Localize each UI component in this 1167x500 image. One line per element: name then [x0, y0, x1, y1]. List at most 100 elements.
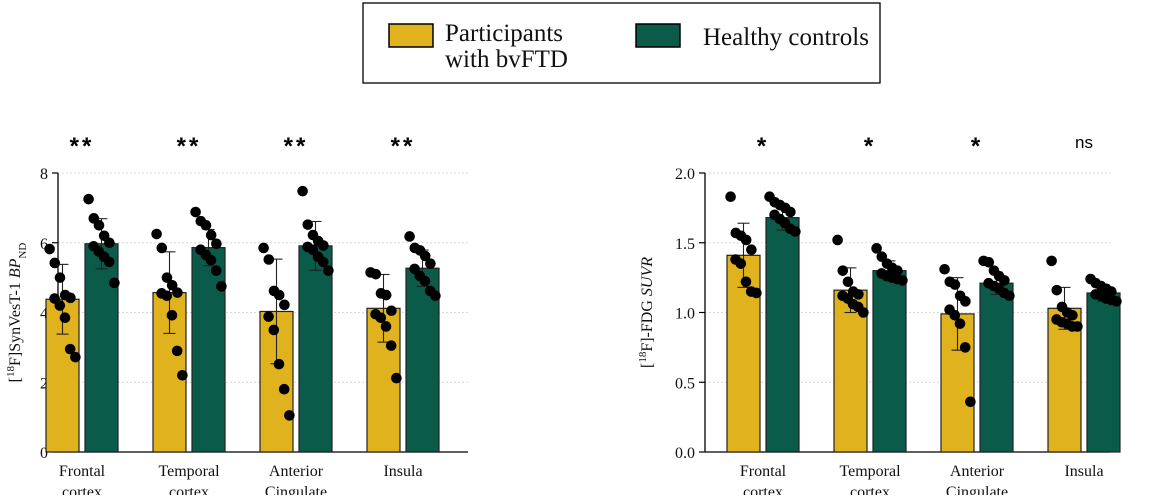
bar-control-1 [191, 247, 226, 453]
data-point [740, 234, 752, 246]
data-point [939, 263, 950, 275]
data-point [93, 220, 105, 231]
bar-bvftd-1 [833, 289, 868, 453]
data-point [960, 296, 971, 307]
y-label-part: BP [7, 258, 24, 278]
data-point [897, 275, 908, 286]
bar-control-2 [979, 282, 1014, 453]
legend-label-1-0: Healthy controls [703, 24, 869, 51]
data-point [949, 309, 961, 321]
data-point [54, 272, 66, 283]
data-point [949, 279, 961, 290]
data-point [853, 289, 864, 300]
legend-label-0-1: with bvFTD [445, 46, 568, 73]
bar-control-1 [872, 270, 907, 453]
data-point [151, 228, 162, 240]
data-point [273, 358, 285, 370]
legend-label-0-0: Participants [445, 20, 563, 47]
y-tick-label: 8 [40, 166, 48, 183]
y-axis-label: [18F]SynVesT-1 BPND [5, 243, 29, 383]
category-label-2: Cingulate [946, 484, 1008, 495]
chart-fdg: 0.0 0.5 1.0 1.5 2.0 [18F]-FDG SUVR Frontal cort… [637, 133, 1122, 500]
category-label-1: Temporal [158, 463, 220, 480]
data-point [54, 300, 66, 311]
data-point [49, 257, 61, 269]
data-point [297, 185, 308, 197]
significance-marker-1: * [864, 133, 876, 160]
y-tick-label: 0.0 [675, 445, 695, 462]
data-point [171, 345, 183, 357]
bar-control-0 [84, 243, 119, 453]
significance-marker-2: * [971, 133, 983, 160]
data-point [104, 237, 115, 249]
y-axis-label: [18F]-FDG SUVR [637, 257, 656, 368]
category-label-3: Insula [383, 463, 422, 480]
data-point [832, 234, 843, 246]
data-point [83, 193, 94, 205]
legend-box [362, 2, 881, 84]
data-point [725, 191, 736, 203]
y-tick-label: 6 [40, 236, 48, 253]
data-point [200, 220, 212, 231]
data-point [258, 242, 269, 254]
data-point [1067, 309, 1078, 321]
data-point [380, 289, 392, 301]
category-label-0: cortex [62, 484, 102, 495]
data-point [161, 290, 173, 302]
data-point [302, 219, 314, 230]
data-point [740, 276, 752, 288]
bar-control-3 [1086, 292, 1121, 453]
category-label-1: Temporal [839, 463, 901, 480]
y-tick-label: 4 [40, 306, 48, 323]
data-point [404, 231, 415, 242]
data-point [172, 287, 183, 298]
data-point [177, 369, 188, 381]
data-point [59, 312, 71, 324]
data-point [284, 410, 295, 421]
data-point [375, 312, 387, 324]
category-label-2: Anterior [269, 463, 324, 480]
y-tick-label: 1.5 [675, 236, 695, 253]
category-label-2: Anterior [950, 463, 1005, 480]
category-label-0: Frontal [740, 463, 787, 480]
y-label-part: [ [7, 377, 24, 382]
category-label-0: Frontal [59, 463, 106, 480]
data-point [746, 244, 757, 256]
data-point [858, 307, 869, 318]
data-point [211, 238, 222, 250]
data-point [790, 226, 801, 237]
chart-synvest: 0 2 4 6 8 [18F]SynVesT-1 BPND Frontal cortex ** T… [5, 133, 468, 500]
data-point [751, 287, 762, 299]
data-point [166, 279, 178, 291]
data-point [785, 206, 796, 218]
significance-marker-1: ** [177, 133, 202, 160]
data-point [161, 272, 173, 283]
data-point [263, 254, 275, 265]
significance-marker-3: ** [391, 133, 416, 160]
data-point [983, 256, 995, 268]
data-point [70, 351, 81, 363]
data-point [1004, 290, 1015, 302]
data-point [380, 321, 392, 332]
data-point [103, 256, 115, 268]
data-point [1111, 296, 1122, 307]
data-point [425, 258, 436, 269]
data-point [263, 311, 274, 322]
category-label-3: Insula [1064, 463, 1103, 480]
data-point [278, 383, 290, 395]
y-label-part: SUVR [639, 257, 656, 296]
data-point [419, 250, 431, 262]
y-tick-label: 2.0 [675, 166, 695, 183]
data-point [965, 396, 976, 408]
category-label-2: Cingulate [265, 484, 327, 495]
data-point [1072, 321, 1083, 332]
data-point [210, 265, 222, 276]
legend-swatch-1 [635, 23, 681, 48]
data-point [268, 324, 280, 336]
data-point [317, 256, 329, 268]
data-point [999, 275, 1010, 286]
data-point [386, 305, 397, 317]
